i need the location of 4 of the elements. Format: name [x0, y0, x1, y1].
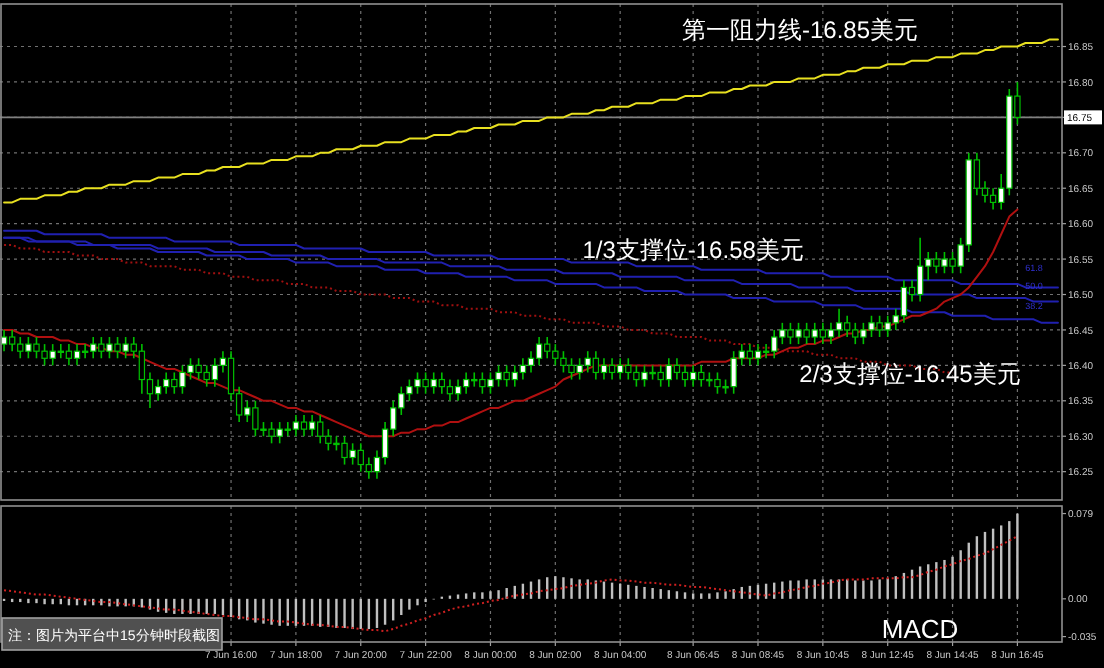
annotation: 第一阻力线-16.85美元 [681, 16, 919, 44]
annotation: 2/3支撑位-16.45美元 [799, 360, 1021, 388]
annotation: 1/3支撑位-16.58美元 [582, 235, 804, 264]
annotation: MACD [881, 614, 959, 644]
